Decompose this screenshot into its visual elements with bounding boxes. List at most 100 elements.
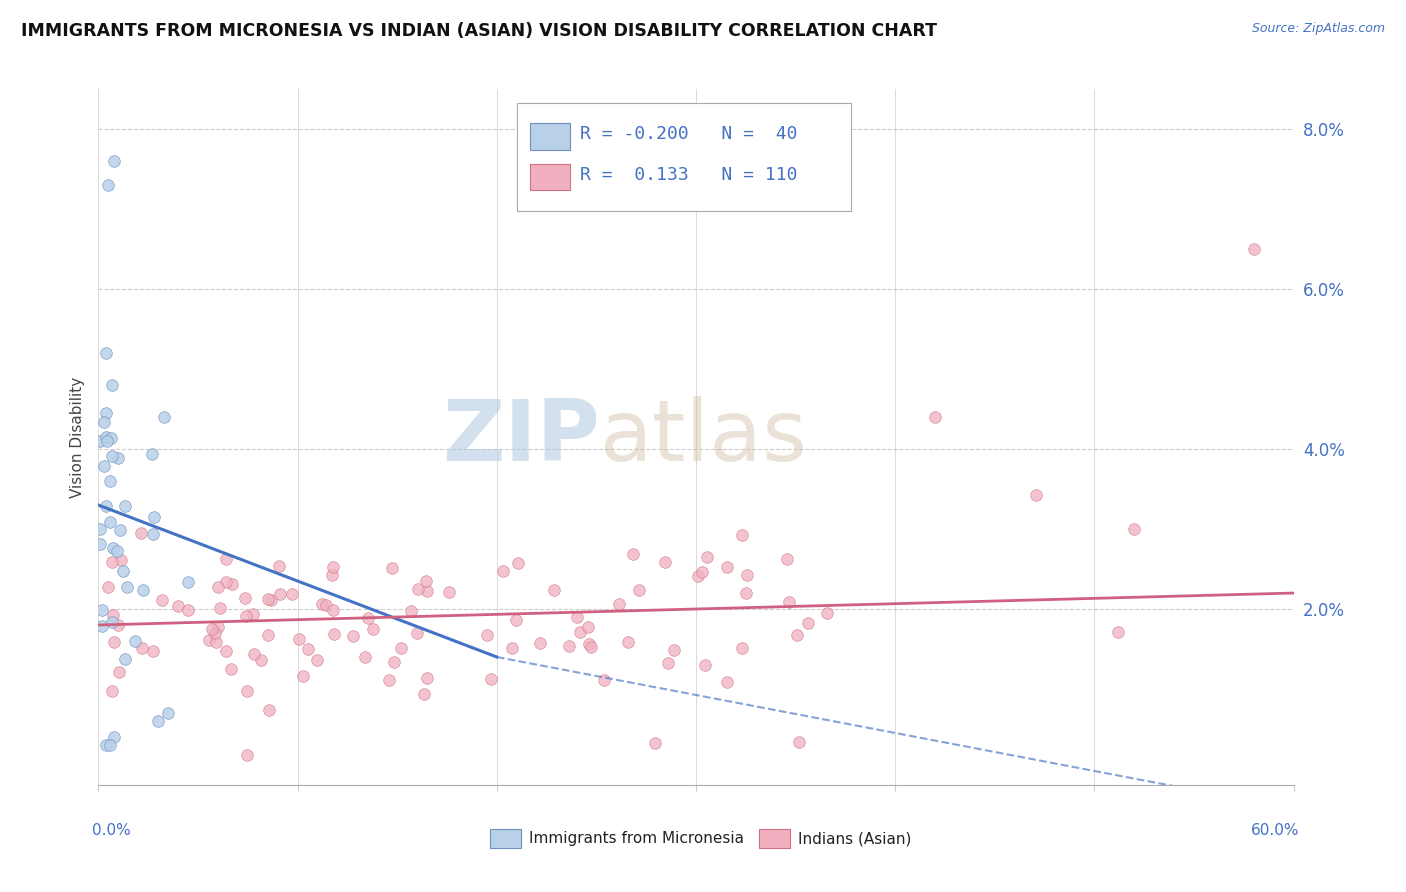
Point <box>143 509 166 524</box>
Point <box>215 575 238 590</box>
Point <box>627 583 650 598</box>
Point <box>215 551 238 566</box>
Point <box>492 564 515 578</box>
Point <box>413 687 436 701</box>
Text: Immigrants from Micronesia: Immigrants from Micronesia <box>529 831 744 846</box>
Point <box>260 592 283 607</box>
Point <box>357 610 380 624</box>
Text: Source: ZipAtlas.com: Source: ZipAtlas.com <box>1251 22 1385 36</box>
Point <box>177 603 200 617</box>
Point <box>475 628 498 642</box>
Point <box>399 604 422 618</box>
Point <box>242 607 264 622</box>
Point <box>107 450 129 465</box>
Point <box>416 671 439 685</box>
Point <box>297 641 319 656</box>
Point <box>101 555 124 569</box>
Point <box>529 636 551 650</box>
Text: Indians (Asian): Indians (Asian) <box>797 831 911 846</box>
Point <box>686 569 709 583</box>
Point <box>305 653 328 667</box>
Point <box>141 446 163 460</box>
Point <box>215 644 238 658</box>
Point <box>235 591 257 606</box>
Point <box>543 582 565 597</box>
Point <box>110 553 132 567</box>
Point <box>1025 488 1047 502</box>
Point <box>617 634 640 648</box>
Point <box>269 587 291 601</box>
Point <box>204 626 226 640</box>
Point <box>406 582 429 596</box>
Point <box>97 178 120 193</box>
Point <box>621 547 644 561</box>
Point <box>607 597 630 611</box>
Point <box>94 430 117 444</box>
Point <box>101 541 124 556</box>
Point <box>322 603 344 617</box>
Point <box>776 552 799 566</box>
Point <box>579 640 602 655</box>
Point <box>98 738 122 752</box>
Point <box>924 410 946 425</box>
Y-axis label: Vision Disability: Vision Disability <box>69 376 84 498</box>
Point <box>558 639 581 653</box>
Point <box>735 585 758 599</box>
Point <box>501 641 523 656</box>
Point <box>315 598 337 612</box>
Point <box>1107 625 1129 640</box>
Point <box>200 622 222 636</box>
Point <box>96 346 118 360</box>
Point <box>100 431 122 445</box>
Point <box>148 714 170 728</box>
Point <box>112 564 135 578</box>
Point <box>142 644 165 658</box>
Point <box>103 154 125 169</box>
Point <box>114 652 136 666</box>
Point <box>157 706 180 720</box>
Point <box>690 565 713 579</box>
Point <box>209 600 232 615</box>
Point <box>90 603 112 617</box>
Point <box>96 434 118 449</box>
Point <box>257 592 280 607</box>
Point <box>662 642 685 657</box>
Point <box>576 620 599 634</box>
Point <box>716 674 738 689</box>
Point <box>107 618 129 632</box>
Point <box>142 527 165 541</box>
Text: ZIP: ZIP <box>443 395 600 479</box>
Point <box>98 515 121 529</box>
Point <box>506 556 529 570</box>
Point <box>96 738 118 752</box>
Point <box>378 673 401 687</box>
Point <box>354 649 377 664</box>
Point <box>322 560 344 574</box>
Point <box>96 499 118 513</box>
Point <box>737 567 759 582</box>
Point <box>505 613 527 627</box>
Point <box>101 378 124 392</box>
Point <box>131 640 153 655</box>
Point <box>219 662 242 676</box>
Point <box>221 576 243 591</box>
Point <box>578 637 600 651</box>
Point <box>292 669 315 683</box>
Point <box>101 684 124 698</box>
Point <box>129 525 152 540</box>
Point <box>93 458 115 473</box>
Point <box>256 628 278 642</box>
Point <box>207 580 229 594</box>
Point <box>786 628 808 642</box>
Text: 60.0%: 60.0% <box>1251 823 1299 838</box>
Point <box>565 610 588 624</box>
Point <box>115 580 138 594</box>
Point <box>391 640 413 655</box>
Point <box>176 575 198 590</box>
Point <box>259 703 281 717</box>
Point <box>778 595 800 609</box>
Point <box>657 657 679 671</box>
Point <box>787 735 810 749</box>
Point <box>114 499 136 513</box>
Point <box>731 527 754 541</box>
